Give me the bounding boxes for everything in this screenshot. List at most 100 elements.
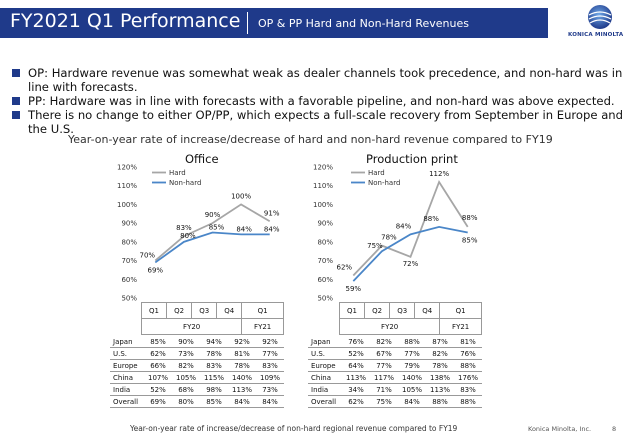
legend-label: Hard: [169, 169, 186, 177]
table-cell: 64%: [342, 359, 370, 372]
x-category-label: Q3: [389, 302, 416, 319]
office-regional-table: Japan 85% 90% 94% 92% 92% U.S. 62% 73% 78% 81% 77% E…: [110, 336, 284, 408]
table-cell: 87%: [426, 336, 454, 348]
region-label: China: [110, 371, 144, 384]
data-label: 84%: [236, 225, 252, 233]
table-cell: 94%: [200, 336, 228, 348]
data-label: 112%: [429, 170, 449, 178]
region-label: India: [110, 383, 144, 396]
data-label: 100%: [231, 192, 251, 200]
x-category-label: Q1: [241, 302, 284, 319]
data-label: 80%: [180, 232, 196, 240]
legend-label: Non-hard: [169, 179, 201, 187]
y-tick-label: 110%: [313, 182, 333, 190]
region-label: India: [308, 383, 342, 396]
x-category-label: Q4: [414, 302, 441, 319]
y-tick-label: 60%: [317, 276, 333, 284]
table-cell: 78%: [426, 359, 454, 372]
table-cell: 88%: [454, 359, 482, 372]
data-label: 78%: [381, 234, 397, 242]
region-label: Japan: [308, 336, 342, 348]
table-cell: 34%: [342, 383, 370, 396]
table-cell: 88%: [454, 395, 482, 408]
series-line-hard: [154, 203, 271, 262]
y-tick-label: 90%: [317, 220, 333, 228]
table-row: U.S. 52% 67% 77% 82% 76%: [308, 347, 482, 360]
table-cell: 92%: [228, 336, 256, 348]
table-cell: 88%: [426, 395, 454, 408]
page-title: FY2021 Q1 Performance: [10, 10, 241, 32]
series-line-non-hard: [154, 231, 270, 264]
region-label: U.S.: [308, 347, 342, 360]
production-category-header: Q1 Q2 Q3 Q4 Q1 FY20 FY21: [338, 302, 482, 335]
y-tick-label: 70%: [121, 257, 137, 265]
data-label: 88%: [423, 215, 439, 223]
table-cell: 83%: [200, 359, 228, 372]
table-row: China 107% 105% 115% 140% 109%: [110, 371, 284, 384]
y-tick-label: 50%: [317, 295, 333, 303]
slide-header: FY2021 Q1 Performance OP & PP Hard and N…: [0, 0, 640, 48]
table-cell: 81%: [228, 347, 256, 360]
region-label: U.S.: [110, 347, 144, 360]
table-cell: 105%: [172, 371, 200, 384]
table-row: India 52% 68% 98% 113% 73%: [110, 383, 284, 396]
region-label: Overall: [110, 395, 144, 408]
table-cell: 107%: [144, 371, 172, 384]
table-row: China 113% 117% 140% 138% 176%: [308, 371, 482, 384]
table-cell: 82%: [172, 359, 200, 372]
data-label: 84%: [264, 225, 280, 233]
chart-title-office: Office: [185, 152, 219, 166]
table-cell: 77%: [398, 347, 426, 360]
data-label: 62%: [337, 264, 353, 272]
table-cell: 113%: [228, 383, 256, 396]
bullet-item: PP: Hardware was in line with forecasts …: [12, 94, 632, 108]
y-tick-label: 110%: [117, 182, 137, 190]
page-number: 8: [612, 425, 617, 433]
data-label: 84%: [396, 222, 412, 230]
period-label: FY20: [338, 318, 441, 335]
konica-minolta-logo-icon: [588, 5, 612, 29]
table-row: Europe 66% 82% 83% 78% 83%: [110, 359, 284, 372]
region-label: Overall: [308, 395, 342, 408]
data-label: 88%: [462, 214, 478, 222]
bullet-item: OP: Hardware revenue was somewhat weak a…: [12, 66, 632, 94]
table-cell: 67%: [370, 347, 398, 360]
table-cell: 92%: [256, 336, 284, 348]
table-cell: 68%: [172, 383, 200, 396]
table-row: Overall 62% 75% 84% 88% 88%: [308, 395, 482, 408]
period-label: FY21: [439, 318, 482, 335]
region-label: China: [308, 371, 342, 384]
y-tick-label: 80%: [121, 238, 137, 246]
legend-label: Hard: [368, 169, 385, 177]
region-label: Europe: [308, 359, 342, 372]
legend-label: Non-hard: [368, 179, 400, 187]
table-cell: 176%: [454, 371, 482, 384]
table-row: Japan 76% 82% 88% 87% 81%: [308, 336, 482, 348]
y-tick-label: 120%: [117, 164, 137, 172]
table-cell: 78%: [228, 359, 256, 372]
y-tick-label: 100%: [313, 201, 333, 209]
table-cell: 109%: [256, 371, 284, 384]
data-label: 85%: [462, 237, 478, 245]
table-cell: 90%: [172, 336, 200, 348]
table-cell: 82%: [426, 347, 454, 360]
chart-caption: Year-on-year rate of increase/decrease o…: [68, 133, 553, 146]
table-cell: 98%: [200, 383, 228, 396]
table-cell: 84%: [398, 395, 426, 408]
period-label: FY21: [241, 318, 284, 335]
x-category-label: Q2: [364, 302, 391, 319]
y-tick-label: 70%: [317, 257, 333, 265]
table-row: India 34% 71% 105% 113% 83%: [308, 383, 482, 396]
table-cell: 80%: [172, 395, 200, 408]
y-tick-label: 90%: [121, 220, 137, 228]
table-cell: 113%: [426, 383, 454, 396]
chart-title-production: Production print: [366, 152, 458, 166]
table-row: Europe 64% 77% 79% 78% 88%: [308, 359, 482, 372]
table-cell: 113%: [342, 371, 370, 384]
y-tick-label: 60%: [121, 276, 137, 284]
production-regional-table: Japan 76% 82% 88% 87% 81% U.S. 52% 67% 77% 82% 76% E…: [308, 336, 482, 408]
period-label: FY20: [140, 318, 243, 335]
data-label: 69%: [148, 266, 164, 274]
table-cell: 105%: [398, 383, 426, 396]
